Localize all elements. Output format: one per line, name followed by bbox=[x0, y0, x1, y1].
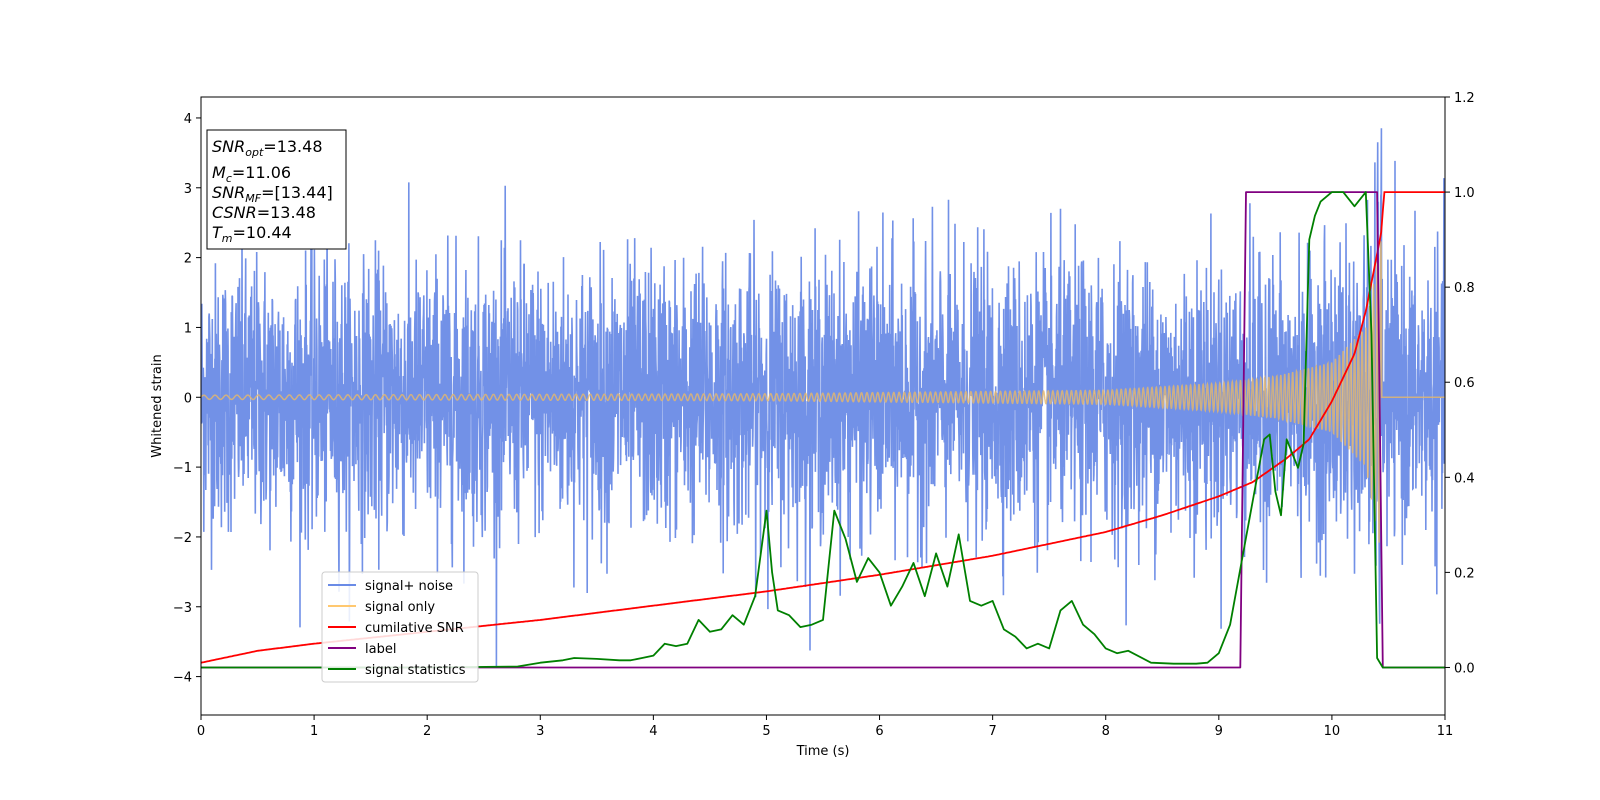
x-tick-label: 5 bbox=[762, 724, 770, 739]
legend-entry: signal statistics bbox=[365, 663, 466, 678]
x-axis: 0 1 2 3 4 5 6 7 8 9 10 11 bbox=[197, 715, 1453, 739]
plot-frame bbox=[200, 96, 1446, 716]
x-tick-label: 1 bbox=[310, 724, 318, 739]
y-tick-label: −3 bbox=[173, 601, 192, 616]
x-tick-label: 4 bbox=[649, 724, 657, 739]
legend-entry: signal only bbox=[365, 600, 435, 615]
y-tick-label: 0 bbox=[184, 391, 192, 406]
y-tick-label: −4 bbox=[173, 671, 192, 686]
y2-tick-label: 0.4 bbox=[1454, 471, 1475, 486]
y-tick-label: −2 bbox=[173, 531, 192, 546]
series-signal-noise bbox=[201, 128, 1445, 667]
info-box-line: Mc=11.06 bbox=[212, 163, 291, 185]
x-tick-label: 10 bbox=[1324, 724, 1341, 739]
series-signal-only bbox=[201, 241, 1445, 543]
x-tick-label: 7 bbox=[988, 724, 996, 739]
info-box: SNRopt=13.48 Mc=11.06SNRMF=[13.44]CSNR=13… bbox=[206, 129, 347, 250]
x-tick-label: 2 bbox=[423, 724, 431, 739]
legend-entry: cumilative SNR bbox=[365, 621, 464, 636]
x-axis-label: Time (s) bbox=[796, 744, 850, 759]
y2-tick-label: 0.0 bbox=[1454, 661, 1475, 676]
y-tick-label: 3 bbox=[184, 182, 192, 197]
y2-tick-label: 0.2 bbox=[1454, 566, 1475, 581]
info-box-line: SNRMF=[13.44] bbox=[212, 183, 333, 205]
x-tick-label: 9 bbox=[1215, 724, 1223, 739]
x-tick-label: 3 bbox=[536, 724, 544, 739]
y2-tick-label: 0.8 bbox=[1454, 281, 1475, 296]
info-box-line: CSNR=13.48 bbox=[212, 203, 316, 222]
x-tick-label: 11 bbox=[1437, 724, 1454, 739]
legend-entry: signal+ noise bbox=[365, 579, 453, 594]
x-tick-label: 0 bbox=[197, 724, 205, 739]
y-axis-right: 0.0 0.2 0.4 0.6 0.8 1.0 1.2 bbox=[1445, 91, 1475, 676]
x-tick-label: 6 bbox=[875, 724, 883, 739]
y2-tick-label: 1.2 bbox=[1454, 91, 1475, 106]
y-tick-label: 4 bbox=[184, 112, 192, 127]
x-tick-label: 8 bbox=[1102, 724, 1110, 739]
y-axis-left: −4 −3 −2 −1 0 1 2 3 4 bbox=[173, 112, 201, 686]
info-box-line: SNRopt=13.48 bbox=[212, 137, 323, 159]
y-tick-label: 1 bbox=[184, 321, 192, 336]
y2-tick-label: 0.6 bbox=[1454, 376, 1475, 391]
info-box-line: Tm=10.44 bbox=[212, 223, 292, 245]
legend-entry: label bbox=[365, 642, 396, 657]
legend: signal+ noise signal only cumilative SNR la… bbox=[321, 571, 479, 683]
y2-tick-label: 1.0 bbox=[1454, 186, 1475, 201]
y-tick-label: 2 bbox=[184, 252, 192, 267]
series-signal-statistics bbox=[201, 191, 1445, 669]
legend-frame bbox=[321, 571, 479, 683]
y-axis-label: Whitened strain bbox=[150, 354, 165, 457]
info-box-frame bbox=[206, 129, 347, 250]
y-tick-label: −1 bbox=[173, 461, 192, 476]
